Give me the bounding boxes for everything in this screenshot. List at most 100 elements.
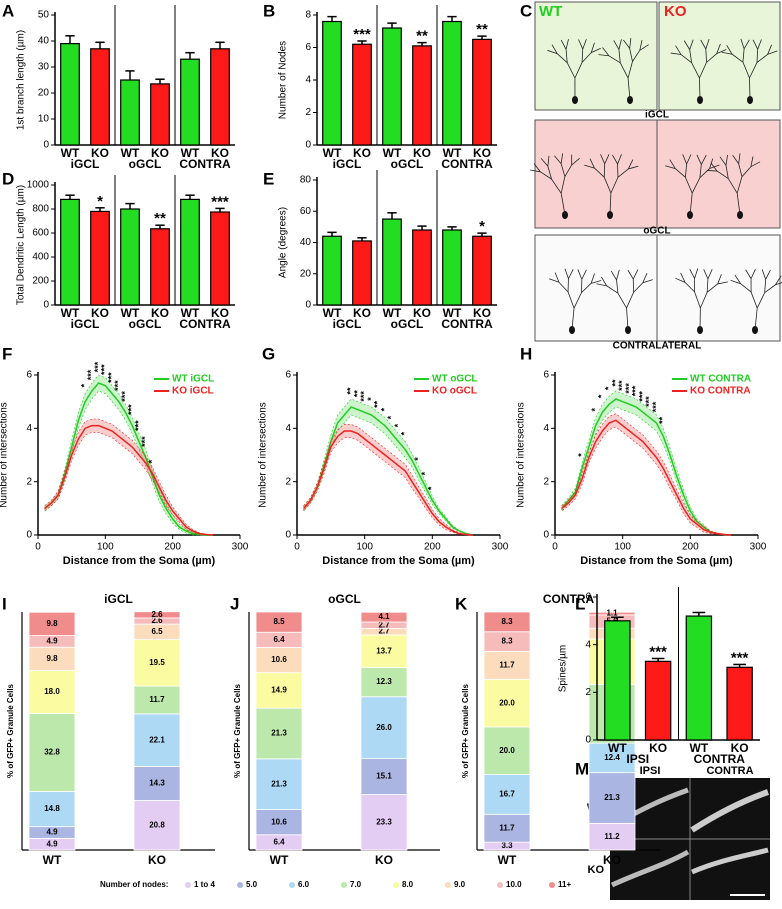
value-label: 11.7: [149, 695, 165, 704]
bar: [604, 620, 631, 741]
image-cell: [534, 1, 658, 111]
legend-swatch: [497, 882, 503, 888]
dendrite: [694, 268, 699, 279]
legend-label: KO iGCL: [172, 386, 214, 397]
dendrite: [680, 54, 692, 64]
x-tick-label: 200: [424, 542, 441, 553]
significance: *: [427, 486, 437, 490]
dendrite: [629, 37, 632, 49]
series-line: [561, 419, 731, 536]
y-tick-label: 4: [26, 423, 32, 434]
value-label: 14.8: [44, 804, 60, 813]
dendrite: [547, 155, 550, 167]
dendrite: [690, 789, 769, 833]
dendrite: [560, 193, 566, 216]
column-label: CONTRA: [706, 765, 753, 777]
dendrite: [565, 39, 569, 50]
bar: [60, 198, 80, 306]
dendrite: [750, 156, 754, 167]
x-tick-label: WT: [690, 741, 709, 755]
value-label: 21.3: [271, 779, 287, 788]
legend-swatch: [445, 882, 451, 888]
legend-label: 9.0: [454, 880, 466, 889]
dendrite: [738, 153, 741, 164]
dendrite: [670, 52, 682, 55]
value-label: 6.4: [273, 635, 285, 644]
y-axis-label: Total Dendritic Length (µm): [16, 185, 27, 305]
y-tick-label: 2: [585, 687, 591, 698]
stack-segment: [255, 707, 303, 760]
significance: **: [610, 379, 620, 387]
x-tick-label: KO: [649, 741, 667, 755]
significance: *: [413, 457, 423, 461]
bar: [442, 229, 462, 306]
dendrite: [627, 78, 631, 101]
dendrite: [591, 47, 601, 54]
value-label: 12.3: [376, 677, 392, 686]
x-tick-label: WT: [61, 306, 80, 320]
y-tick-label: 20: [38, 88, 50, 99]
significance: *: [97, 193, 103, 210]
dendrite: [610, 849, 690, 888]
value-label: 8.5: [273, 617, 285, 626]
dendrite: [665, 165, 676, 169]
dendrite: [716, 49, 727, 55]
dendrite: [756, 54, 768, 63]
group-label: CONTRA: [179, 157, 231, 171]
value-label: 2.6: [151, 616, 163, 625]
x-tick-label: WT: [323, 306, 342, 320]
chart-title: CONTRA: [543, 592, 595, 606]
dendrite: [738, 163, 743, 177]
y-axis-label: Number of intersections: [0, 402, 10, 508]
y-tick-label: 4: [285, 423, 291, 434]
panel-m: M IPSI CONTRA WT KO: [575, 759, 770, 900]
dendrite: [726, 45, 733, 55]
dendrite: [554, 272, 560, 283]
x-tick-label: WT: [43, 853, 62, 867]
dendrite: [628, 165, 639, 170]
x-tick-label: KO: [211, 146, 229, 160]
y-tick-label: 20: [300, 268, 312, 279]
x-axis-label: Distance from the Soma (µm): [63, 555, 216, 567]
dendrite: [558, 281, 569, 293]
dendrite: [560, 176, 566, 194]
row-label: KO: [588, 864, 605, 876]
dendrite: [581, 283, 592, 293]
bar: [412, 45, 432, 146]
x-tick-label: KO: [473, 306, 491, 320]
y-tick-label: 40: [38, 36, 50, 47]
chart-title: iGCL: [104, 592, 133, 606]
y-tick-label: 0: [543, 530, 549, 541]
y-tick-label: 6: [285, 370, 291, 381]
panel-label: A: [2, 1, 14, 20]
legend-label: KO CONTRA: [690, 386, 751, 397]
dendrite: [743, 39, 750, 50]
y-tick-label: 0: [26, 530, 32, 541]
dendrite: [565, 49, 568, 63]
dendrite: [757, 39, 762, 50]
dendrite: [609, 193, 612, 216]
dendrite: [540, 171, 552, 180]
bar: [472, 235, 492, 306]
legend-swatch: [341, 882, 347, 888]
dendrite: [703, 269, 709, 280]
x-tick-label: WT: [498, 853, 517, 867]
dendrite: [700, 155, 707, 165]
dendrite: [610, 177, 619, 194]
dendrite: [734, 274, 741, 284]
dendrite: [689, 268, 695, 279]
y-tick-label: 80: [300, 175, 312, 186]
significance: ***: [211, 193, 229, 210]
dendrite: [725, 165, 729, 179]
panel-label: B: [263, 1, 275, 20]
y-tick-label: 200: [32, 276, 49, 287]
dendrite: [706, 283, 718, 293]
value-label: 20.0: [499, 698, 515, 707]
dendrite: [764, 284, 776, 293]
y-tick-label: 1000: [27, 180, 50, 191]
x-tick-label: WT: [323, 146, 342, 160]
value-label: 13.7: [376, 646, 392, 655]
dendrite: [767, 44, 772, 55]
x-tick-label: WT: [181, 146, 200, 160]
value-label: 15.1: [376, 772, 392, 781]
